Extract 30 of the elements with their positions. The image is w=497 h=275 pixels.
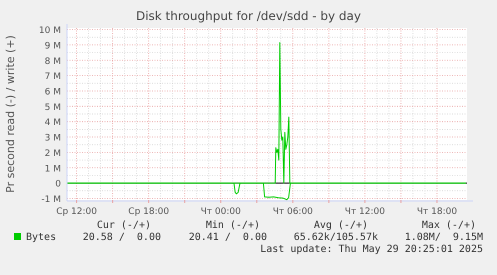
y-tick-label: 5 M	[44, 102, 61, 113]
text: Last update: Thu May 29 20:25:01 2025	[260, 244, 483, 255]
y-tick-label: -1 M	[41, 194, 61, 205]
x-tick-label: Чт 00:00	[200, 207, 242, 217]
text: 20.58 / 0.00	[82, 232, 161, 243]
y-tick-label: 8 M	[44, 56, 61, 67]
x-tick-label: Ср 12:00	[56, 207, 98, 217]
x-tick-label: Ср 18:00	[128, 207, 170, 217]
y-tick-label: 4 M	[44, 118, 61, 128]
text: 65.62k/105.57k	[294, 232, 378, 243]
y-tick-label: 0	[55, 180, 62, 190]
y-tick-label: 6 M	[44, 87, 61, 98]
y-tick-label: 2 M	[44, 148, 61, 159]
y-tick-label: 7 M	[44, 72, 61, 82]
legend-label: Bytes	[26, 232, 56, 243]
text: Cur (-/+)	[96, 220, 151, 231]
text: Avg (-/+)	[314, 220, 368, 231]
text: Max (-/+)	[422, 220, 476, 231]
x-tick-label: Чт 12:00	[344, 207, 386, 217]
x-tick-label: Чт 18:00	[416, 207, 458, 217]
y-tick-label: 9 M	[44, 41, 61, 52]
y-axis-title: Pr second read (-) / write (+)	[4, 35, 17, 193]
chart-title: Disk throughput for /dev/sdd - by day	[136, 9, 362, 23]
x-tick-label: Чт 06:00	[272, 207, 314, 217]
text: 20.41 / 0.00	[188, 232, 267, 243]
text: 1.08M/ 9.15M	[404, 232, 483, 243]
y-tick-label: 1 M	[44, 164, 61, 174]
y-tick-label: 10 M	[38, 26, 61, 36]
text: Min (-/+)	[206, 220, 260, 231]
y-tick-label: 3 M	[44, 134, 61, 144]
